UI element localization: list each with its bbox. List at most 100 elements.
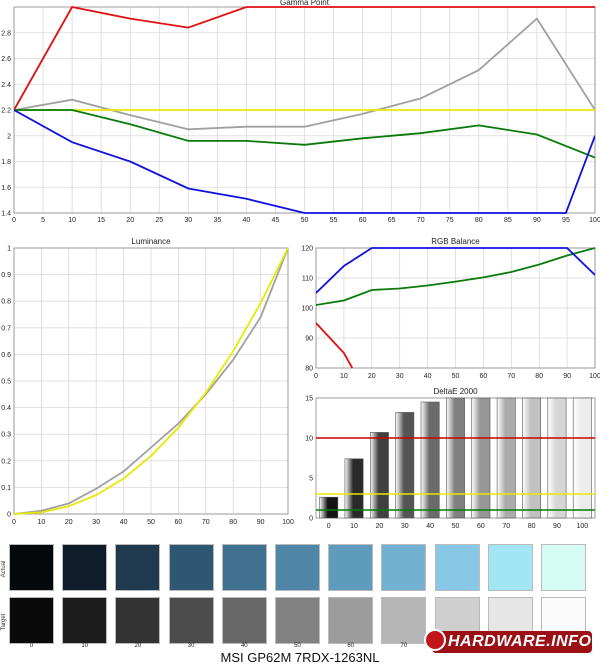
target-swatch	[9, 597, 54, 644]
x-tick-label: 20	[368, 373, 376, 380]
bar	[369, 432, 389, 519]
chart-1: 0 10 20 30 40 50 60 70 80 90 100 0 0.1 0.2 0.3 0.4 0.5 0.…	[1, 237, 294, 526]
y-tick-label: 2	[7, 133, 11, 140]
swatch-tick-label: 40	[240, 643, 248, 649]
x-tick-label: 100	[589, 373, 600, 380]
x-tick-label: 45	[272, 217, 280, 224]
y-tick-label: 0.8	[1, 299, 11, 306]
logo-mark-icon	[424, 629, 446, 651]
swatch-tick-label: 10	[81, 643, 89, 649]
x-tick-label: 20	[376, 523, 384, 530]
swatch-tick-label: 60	[347, 643, 355, 649]
y-tick-label: 15	[305, 396, 313, 403]
y-tick-label: 5	[309, 476, 313, 483]
actual-swatch	[487, 544, 533, 591]
y-tick-label: 0.3	[1, 432, 11, 439]
x-tick-label: 60	[175, 519, 183, 526]
y-tick-label: 0.6	[1, 352, 11, 359]
bar	[395, 412, 415, 519]
target-swatch	[62, 597, 108, 644]
target-swatch	[168, 597, 214, 644]
x-tick-label: 40	[120, 519, 128, 526]
x-tick-label: 20	[65, 519, 73, 526]
bar	[572, 397, 592, 519]
x-tick-label: 100	[589, 217, 600, 224]
x-tick-label: 10	[68, 217, 76, 224]
x-tick-label: 55	[330, 217, 338, 224]
y-tick-label: 0.9	[1, 272, 11, 279]
y-tick-label: 0.1	[1, 485, 11, 492]
x-tick-label: 30	[401, 523, 409, 530]
x-tick-label: 0	[12, 217, 16, 224]
logo-text: HARDWARE.INFO	[448, 633, 592, 650]
actual-swatch-row	[0, 544, 600, 594]
x-tick-label: 30	[184, 217, 192, 224]
chart-title: RGB Balance	[431, 237, 480, 246]
target-swatch-row	[0, 597, 600, 647]
x-tick-label: 40	[243, 217, 251, 224]
series-line-blue	[316, 247, 595, 294]
x-tick-label: 25	[155, 217, 163, 224]
chart-title: Gamma Point	[280, 0, 330, 7]
target-swatch	[328, 597, 374, 644]
x-tick-label: 15	[97, 217, 105, 224]
y-tick-label: 110	[302, 276, 313, 283]
x-tick-label: 10	[38, 519, 46, 526]
x-tick-label: 90	[563, 373, 571, 380]
chart-3: 0 5 10 15 DeltaE 2000 0 10 20 30 40 50 60 70 80 90 100	[305, 387, 596, 530]
y-tick-label: 2.8	[1, 30, 11, 37]
actual-swatch	[62, 544, 108, 591]
x-tick-label: 80	[535, 373, 543, 380]
actual-swatch	[541, 544, 586, 591]
bar	[496, 397, 516, 519]
x-tick-label: 40	[424, 373, 432, 380]
swatch-tick-label: 0	[29, 643, 34, 649]
x-tick-label: 80	[528, 523, 536, 530]
x-tick-label: 30	[92, 519, 100, 526]
x-tick-label: 100	[282, 519, 294, 526]
series-line-green	[14, 109, 595, 159]
series-line-blue	[14, 109, 595, 214]
x-tick-label: 90	[257, 519, 265, 526]
x-tick-label: 40	[426, 523, 434, 530]
actual-swatch	[275, 544, 320, 591]
y-tick-label: 0.4	[1, 405, 11, 412]
swatch-tick-label: 20	[134, 643, 142, 649]
bar	[420, 401, 440, 519]
target-swatch	[115, 597, 161, 644]
bar	[446, 397, 465, 519]
bar	[522, 397, 542, 519]
x-tick-label: 0	[12, 519, 16, 526]
y-tick-label: 1.8	[1, 159, 11, 166]
bar	[319, 496, 339, 519]
x-tick-label: 80	[229, 519, 237, 526]
series-line-red	[316, 322, 354, 369]
y-tick-label: 0.5	[1, 379, 11, 386]
actual-swatch	[381, 544, 427, 591]
x-tick-label: 90	[553, 523, 561, 530]
x-tick-label: 30	[396, 373, 404, 380]
y-tick-label: 2.4	[1, 82, 11, 89]
chart-2: 0 10 20 30 40 50 60 70 80 90 100 80 90 100 110 120 RGB B…	[301, 237, 600, 380]
x-tick-label: 10	[350, 523, 358, 530]
y-tick-label: 1	[7, 246, 11, 253]
series-line-red	[14, 6, 595, 111]
plot-frame	[13, 247, 289, 515]
actual-swatch	[221, 544, 267, 591]
target-swatch	[221, 597, 267, 644]
y-tick-label: 10	[305, 436, 313, 443]
target-swatch	[275, 597, 320, 644]
y-tick-label: 1.4	[1, 211, 11, 218]
x-tick-label: 60	[477, 523, 485, 530]
x-tick-label: 90	[533, 217, 541, 224]
x-tick-label: 70	[417, 217, 425, 224]
bar	[471, 397, 491, 519]
bar	[547, 397, 567, 519]
series-line-yellow	[14, 247, 288, 515]
monitor-caption: MSI GP62M 7RDX-1263NL	[220, 650, 380, 665]
x-tick-label: 100	[576, 523, 588, 530]
actual-swatch	[9, 544, 54, 591]
charts-canvas: 0 5 10 15 20 25 30 35 40 45 50 55 60 65 70 75 80 85 90 95 10…	[1, 0, 600, 530]
y-tick-label: 90	[305, 336, 313, 343]
x-tick-label: 0	[314, 373, 318, 380]
